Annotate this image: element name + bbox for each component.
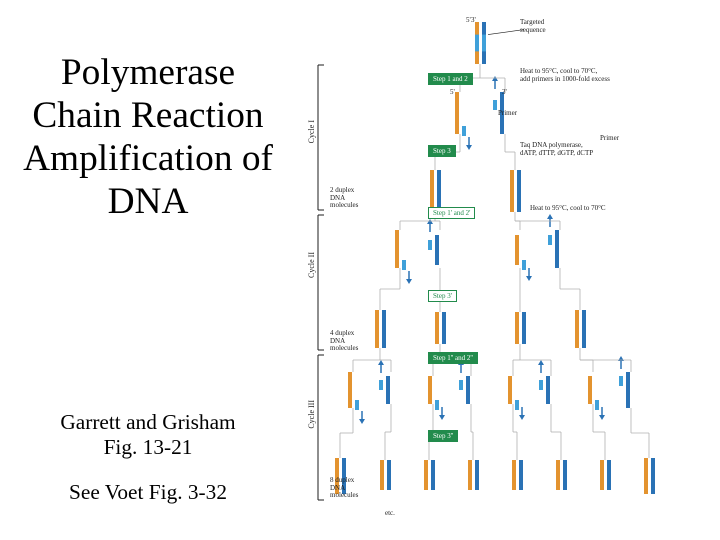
diagram-annotation: Heat to 95°C, cool to 70°C,add primers i… bbox=[520, 68, 610, 83]
step-label: Step 1'' and 2'' bbox=[428, 352, 478, 364]
diagram-annotation: Primer bbox=[600, 135, 619, 143]
step-label: Step 3'' bbox=[428, 430, 458, 442]
diagram-annotation: 3' bbox=[502, 89, 507, 97]
diagram-annotation: Primer bbox=[498, 110, 517, 118]
slide-title: PolymeraseChain ReactionAmplification of… bbox=[18, 52, 278, 224]
pcr-diagram: Cycle I Cycle II Cycle III Step 1 and 2 Step… bbox=[300, 10, 700, 530]
diagram-annotation: Taq DNA polymerase,dATP, dTTP, dGTP, dCT… bbox=[520, 142, 593, 157]
step-label: Step 3' bbox=[428, 290, 457, 302]
pcr-diagram-svg bbox=[300, 10, 700, 530]
diagram-annotation: Heat to 95°C, cool to 70°C bbox=[530, 205, 606, 213]
step-label: Step 1 and 2 bbox=[428, 73, 473, 85]
diagram-annotation: 3' bbox=[471, 17, 476, 25]
cycle-label: Cycle III bbox=[307, 400, 316, 429]
diagram-annotation: etc. bbox=[385, 510, 395, 518]
diagram-annotation: 5' bbox=[450, 89, 455, 97]
credit-secondary: See Voet Fig. 3-32 bbox=[38, 480, 258, 505]
diagram-annotation: 2 duplexDNAmolecules bbox=[330, 187, 358, 210]
cycle-label: Cycle I bbox=[307, 120, 316, 143]
diagram-annotation: Targetedsequence bbox=[520, 19, 546, 34]
credit-primary: Garrett and GrishamFig. 13-21 bbox=[38, 410, 258, 459]
diagram-annotation: 4 duplexDNAmolecules bbox=[330, 330, 358, 353]
step-label: Step 1' and 2' bbox=[428, 207, 475, 219]
diagram-annotation: 8 duplexDNAmolecules bbox=[330, 477, 358, 500]
cycle-label: Cycle II bbox=[307, 252, 316, 278]
step-label: Step 3 bbox=[428, 145, 456, 157]
